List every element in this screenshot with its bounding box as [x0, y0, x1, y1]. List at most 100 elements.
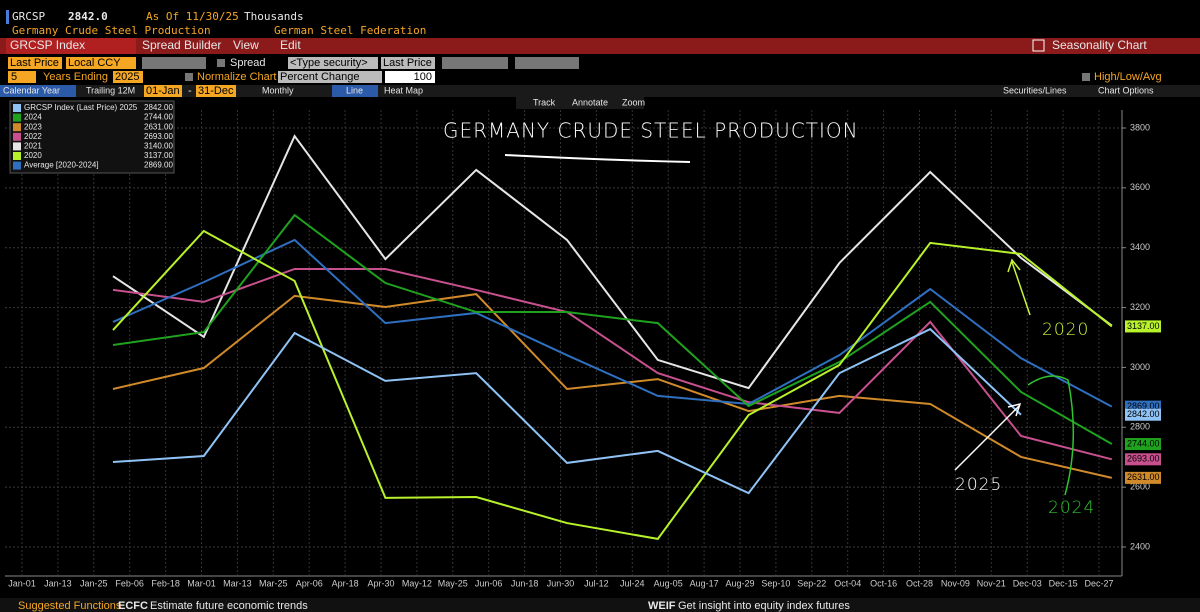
function-code[interactable]: ECFC	[118, 600, 148, 612]
field[interactable]	[381, 57, 435, 69]
tab-text[interactable]: Calendar Year	[3, 85, 60, 95]
label: Normalize Chart	[197, 71, 276, 83]
series-line	[112, 134, 1113, 390]
x-tick-label: Jun-18	[511, 578, 539, 588]
menu-item[interactable]: Spread Builder	[142, 38, 221, 52]
x-tick-label: Jun-06	[475, 578, 503, 588]
field-text[interactable]: 2025	[115, 71, 139, 83]
menu-item[interactable]: View	[233, 38, 259, 52]
legend-swatch	[13, 104, 21, 112]
field-text[interactable]: Spread	[230, 57, 265, 69]
legend-value: 2631.00	[144, 122, 173, 131]
field[interactable]	[515, 57, 579, 69]
field-text[interactable]: Last Price	[10, 57, 59, 69]
series-line	[112, 293, 1113, 479]
field[interactable]	[196, 85, 236, 97]
legend-swatch	[13, 142, 21, 151]
x-tick-label: Oct-28	[906, 578, 933, 588]
x-tick-label: Jan-01	[8, 578, 36, 588]
label: -	[188, 85, 192, 97]
button-text[interactable]: Securities/Lines	[1003, 85, 1067, 95]
x-tick-label: Oct-04	[834, 578, 861, 588]
x-tick-label: Mar-13	[223, 578, 252, 588]
legend-swatch	[13, 132, 21, 141]
checkbox[interactable]	[217, 59, 225, 67]
tab[interactable]	[332, 85, 378, 97]
field[interactable]	[144, 85, 182, 97]
annotation: 2024	[1048, 498, 1095, 518]
x-tick-label: Nov-21	[977, 578, 1006, 588]
seasonality-title[interactable]: Seasonality Chart	[1052, 38, 1147, 52]
x-tick-label: Sep-22	[797, 578, 826, 588]
checkbox[interactable]	[1082, 73, 1090, 81]
legend-label: 2023	[24, 122, 42, 131]
field-text[interactable]: 100	[414, 71, 432, 83]
field[interactable]	[8, 71, 36, 83]
field-text[interactable]: Last Price	[383, 57, 432, 69]
value-tag	[1125, 471, 1161, 484]
x-tick-label: Jul-12	[584, 578, 609, 588]
label: Years Ending	[43, 71, 108, 83]
x-tick-label: Jan-13	[44, 578, 72, 588]
tab[interactable]	[0, 85, 76, 97]
legend-swatch	[13, 123, 21, 132]
function-text[interactable]: Estimate future economic trends	[150, 600, 308, 612]
y-tick-label: 3200	[1130, 302, 1150, 312]
security-name: Germany Crude Steel Production	[12, 24, 211, 37]
field-text[interactable]: 5	[11, 71, 17, 83]
field[interactable]	[288, 57, 378, 69]
as-of: As Of 11/30/25	[146, 10, 239, 23]
field[interactable]	[278, 71, 382, 83]
tab-text[interactable]: Line	[346, 85, 363, 95]
y-tick-label: 3400	[1130, 242, 1150, 252]
arrow	[954, 402, 1022, 471]
security-box[interactable]	[6, 38, 136, 54]
tool[interactable]: Annotate	[572, 97, 608, 107]
field[interactable]	[385, 71, 435, 83]
value-tag-label: 2869.00	[1127, 401, 1160, 411]
button-text[interactable]: Chart Options	[1098, 85, 1154, 95]
field[interactable]	[8, 57, 62, 69]
price: 2842.0	[68, 10, 108, 23]
series-line	[112, 213, 1113, 445]
legend-swatch	[13, 113, 21, 122]
menu-item[interactable]: Edit	[280, 38, 301, 52]
field-text[interactable]: Monthly	[262, 85, 294, 95]
source: German Steel Federation	[274, 24, 426, 37]
field-text[interactable]: 31-Dec	[198, 85, 234, 97]
function-code[interactable]: WEIF	[648, 600, 676, 612]
x-tick-label: Dec-15	[1049, 578, 1078, 588]
field-text[interactable]: <Type security>	[290, 57, 368, 69]
y-tick-label: 2800	[1130, 422, 1150, 432]
checkbox[interactable]	[185, 73, 193, 81]
field[interactable]	[113, 71, 143, 83]
x-tick-label: Jun-30	[547, 578, 575, 588]
x-tick-label: Aug-05	[654, 578, 683, 588]
field-text[interactable]: Percent Change	[280, 71, 360, 83]
legend-label: 2022	[24, 132, 42, 141]
legend-label: 2020	[24, 151, 42, 160]
tool[interactable]: Track	[533, 97, 556, 107]
tool[interactable]: Zoom	[622, 97, 645, 107]
legend-value: 2869.00	[144, 161, 173, 170]
field-text[interactable]: Local CCY	[68, 57, 121, 69]
header-accent	[6, 10, 9, 24]
title-icon	[1032, 39, 1045, 52]
value-tag-label: 3137.00	[1127, 321, 1160, 331]
value-tag	[1125, 320, 1161, 333]
field-text[interactable]: 01-Jan	[146, 85, 180, 97]
series-line	[112, 229, 1113, 541]
tab-text[interactable]: Heat Map	[384, 85, 423, 95]
x-tick-label: Sep-10	[761, 578, 790, 588]
label: High/Low/Avg	[1094, 71, 1162, 83]
legend-label: 2024	[24, 113, 42, 122]
function-text[interactable]: Get insight into equity index futures	[678, 600, 850, 612]
field[interactable]	[142, 57, 206, 69]
field[interactable]	[442, 57, 508, 69]
tab-text[interactable]: Trailing 12M	[86, 85, 135, 95]
value-tag-label: 2842.00	[1127, 409, 1160, 419]
legend	[9, 100, 175, 174]
field[interactable]	[66, 57, 136, 69]
security[interactable]: GRCSP Index	[10, 38, 85, 52]
